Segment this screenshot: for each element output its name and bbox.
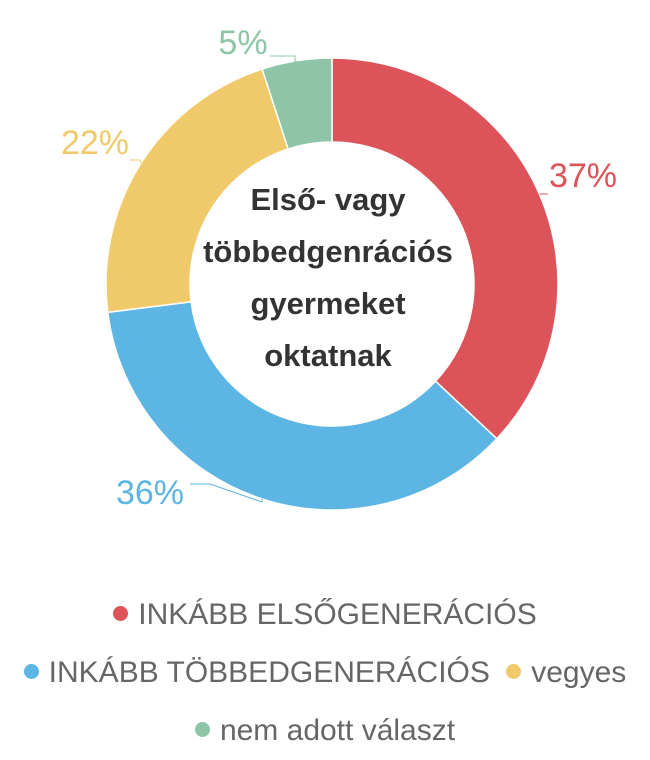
legend-label: INKÁBB ELSŐGENERÁCIÓS (138, 598, 536, 631)
legend-dot-green (195, 722, 210, 737)
percentage-label-0: 37% (549, 157, 617, 195)
percentage-label-1: 36% (116, 474, 184, 512)
percentage-label-2: 22% (61, 124, 129, 162)
center-title-line-0: Első- vagy (250, 182, 406, 217)
donut-chart: 37% 36% 22% 5% Első- vagy többedgenrációs gye… (0, 0, 650, 560)
percentage-label-3: 5% (218, 24, 267, 62)
legend-item-elsogeneracios[interactable]: INKÁBB ELSŐGENERÁCIÓS (113, 586, 536, 644)
center-title-line-3: oktatnak (264, 338, 392, 373)
legend-item-tobbedgeneracios[interactable]: INKÁBB TÖBBEDGENERÁCIÓS (24, 644, 490, 702)
legend-item-vegyes[interactable]: vegyes (506, 644, 626, 702)
center-title-line-1: többedgenrációs (203, 234, 453, 269)
leader-line-2 (130, 160, 141, 163)
legend-dot-red (113, 606, 128, 621)
legend-dot-yellow (506, 664, 521, 679)
legend-label: nem adott választ (220, 714, 455, 747)
legend-row-3: nem adott választ (0, 702, 650, 760)
legend-item-nem-adott-valaszt[interactable]: nem adott választ (195, 702, 455, 760)
legend-dot-blue (24, 664, 39, 679)
center-title: Első- vagy többedgenrációs gyermeket oktatn… (203, 182, 453, 373)
legend: INKÁBB ELSŐGENERÁCIÓS INKÁBB TÖBBEDGENER… (0, 586, 650, 760)
donut-slices (106, 58, 558, 510)
legend-row-2: INKÁBB TÖBBEDGENERÁCIÓS vegyes (0, 644, 650, 702)
legend-row-1: INKÁBB ELSŐGENERÁCIÓS (0, 586, 650, 644)
center-title-line-2: gyermeket (250, 286, 405, 321)
legend-label: INKÁBB TÖBBEDGENERÁCIÓS (49, 656, 490, 689)
legend-label: vegyes (531, 656, 626, 689)
